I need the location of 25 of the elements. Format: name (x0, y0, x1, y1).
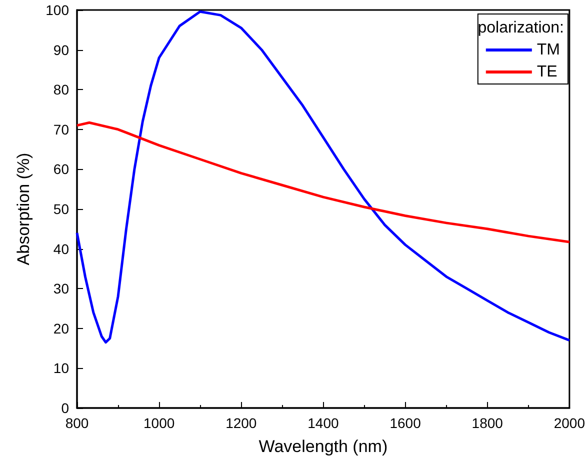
y-tick-label: 90 (53, 42, 70, 58)
legend-label: TE (536, 64, 558, 80)
y-tick-label: 100 (46, 2, 70, 18)
y-tick-label: 60 (53, 161, 70, 178)
x-tick-label: 800 (65, 415, 89, 431)
legend-title: polarization: (478, 20, 564, 36)
y-tick-label: 80 (53, 82, 70, 98)
x-tick-label: 2000 (554, 415, 586, 431)
line-series (76, 10, 571, 344)
x-axis-title: Wavelength (nm) (258, 437, 388, 456)
y-tick-label: 10 (53, 360, 70, 376)
legend-label: TM (536, 42, 560, 58)
x-tick-label: 1800 (472, 415, 504, 431)
x-tick-label: 1600 (390, 415, 422, 431)
y-tick-label: 30 (53, 280, 70, 297)
y-tick-label: 50 (53, 201, 70, 217)
x-tick-label: 1200 (226, 415, 257, 431)
x-tick-label: 1000 (143, 415, 175, 431)
y-tick-label: 0 (61, 400, 70, 416)
y-tick-label: 20 (53, 320, 70, 336)
y-axis-title: Absorption (%) (14, 152, 33, 266)
y-tick-label: 70 (53, 121, 70, 138)
line-series (76, 121, 571, 244)
x-tick-label: 1400 (308, 415, 339, 431)
y-tick-label: 40 (53, 240, 70, 257)
